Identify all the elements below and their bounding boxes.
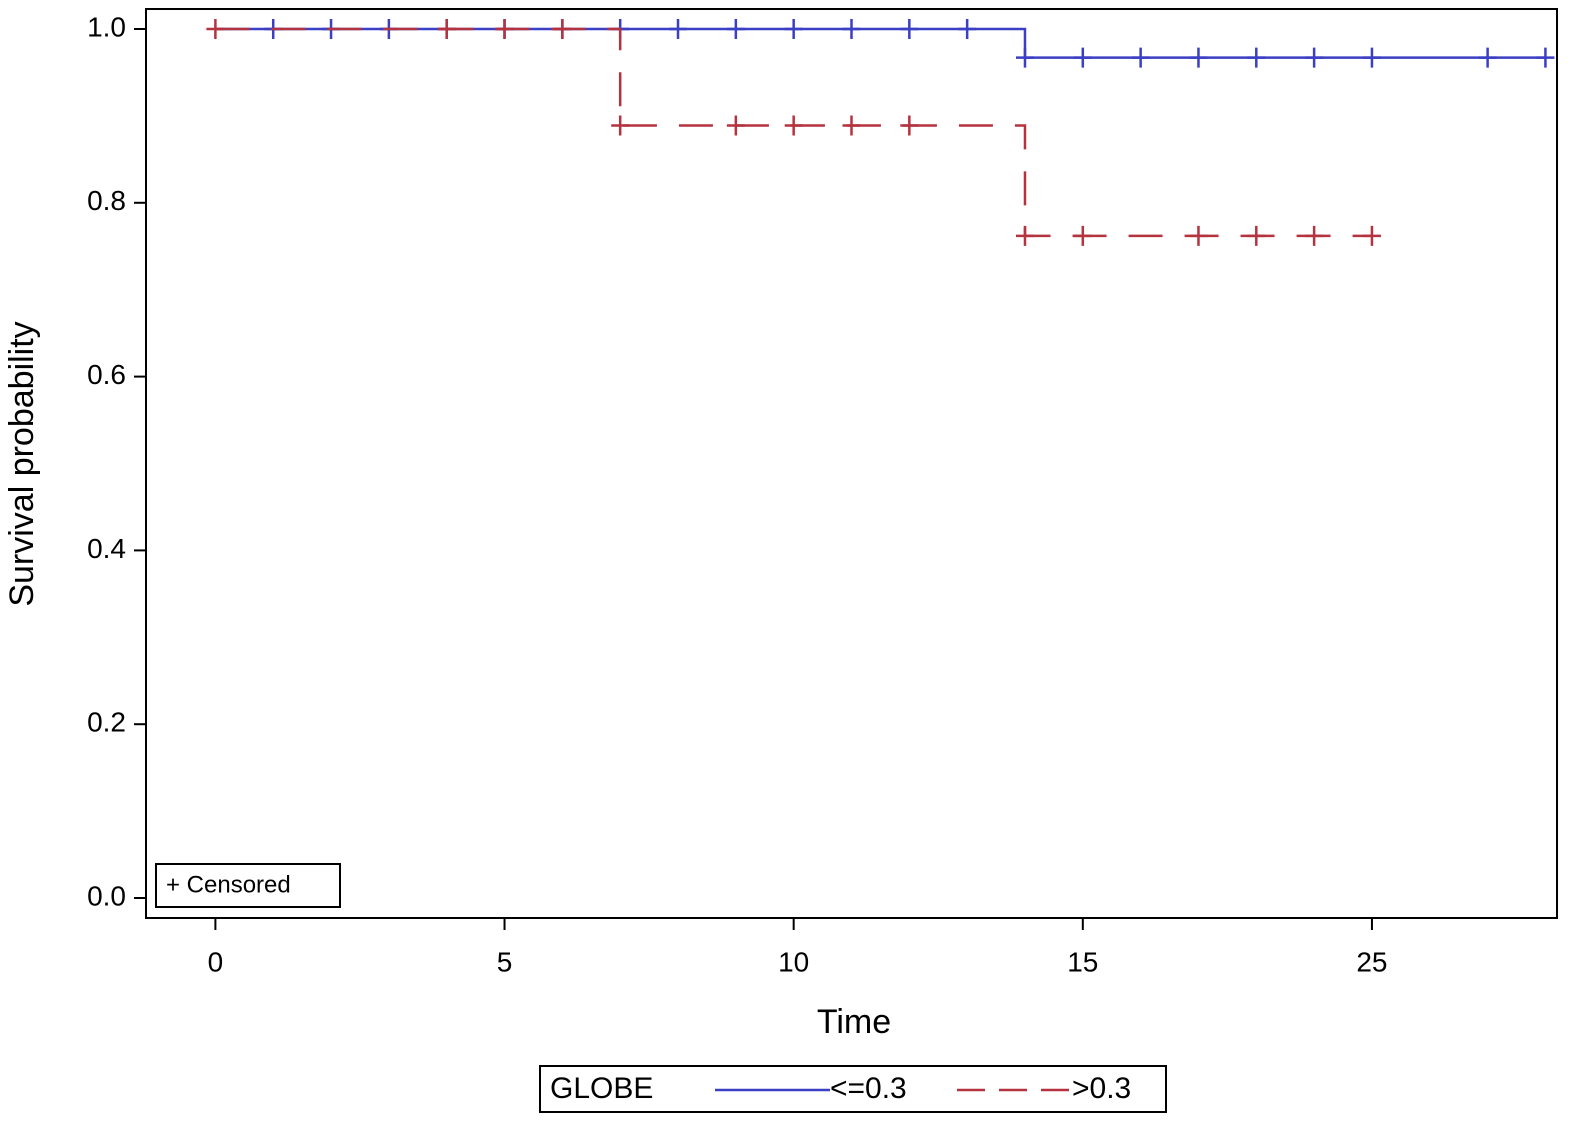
censor-mark [553,18,572,39]
censor-mark [437,18,456,39]
censor-mark [784,115,803,136]
y-tick-label: 1.0 [87,11,126,42]
legend-label: >0.3 [1072,1072,1131,1105]
y-tick-label: 0.8 [87,185,126,216]
censor-note-box [155,863,341,908]
censor-mark [900,18,919,39]
x-tick-label: 15 [1067,946,1098,977]
censor-mark [1305,47,1324,68]
y-tick-label: 0.4 [87,533,126,564]
x-tick-label: 0 [208,946,224,977]
censor-mark [1073,225,1092,246]
censor-mark [495,18,514,39]
censor-mark [1362,47,1381,68]
censor-mark [1305,225,1324,246]
censor-mark [1073,47,1092,68]
censor-mark [1015,47,1034,68]
x-tick-label: 10 [778,946,809,977]
censor-mark [726,18,745,39]
censor-mark [784,18,803,39]
censor-mark [1247,47,1266,68]
censor-mark [1131,47,1150,68]
censor-mark [726,115,745,136]
censor-mark [1536,47,1555,68]
x-axis-label: Time [817,1003,891,1041]
censor-mark [1478,47,1497,68]
censor-mark [611,115,630,136]
y-tick-label: 0.2 [87,707,126,738]
censor-mark [206,18,225,39]
legend-label: <=0.3 [830,1072,907,1105]
censor-mark [958,18,977,39]
censor-mark [669,18,688,39]
x-tick-label: 5 [497,946,513,977]
plot-frame [145,8,1558,919]
censor-mark [842,115,861,136]
censor-mark [1189,225,1208,246]
censor-mark [842,18,861,39]
legend-title: GLOBE [550,1072,653,1105]
survival-curve [215,27,1546,59]
censor-mark [1247,225,1266,246]
x-tick-label: 25 [1356,946,1387,977]
y-tick-label: 0.0 [87,880,126,911]
censor-mark [1189,47,1208,68]
y-tick-label: 0.6 [87,359,126,390]
censor-mark [1015,225,1034,246]
censor-mark [1362,225,1381,246]
censor-mark [900,115,919,136]
y-axis-label: Survival probability [3,321,41,606]
censor-note: + Censored [166,871,291,898]
